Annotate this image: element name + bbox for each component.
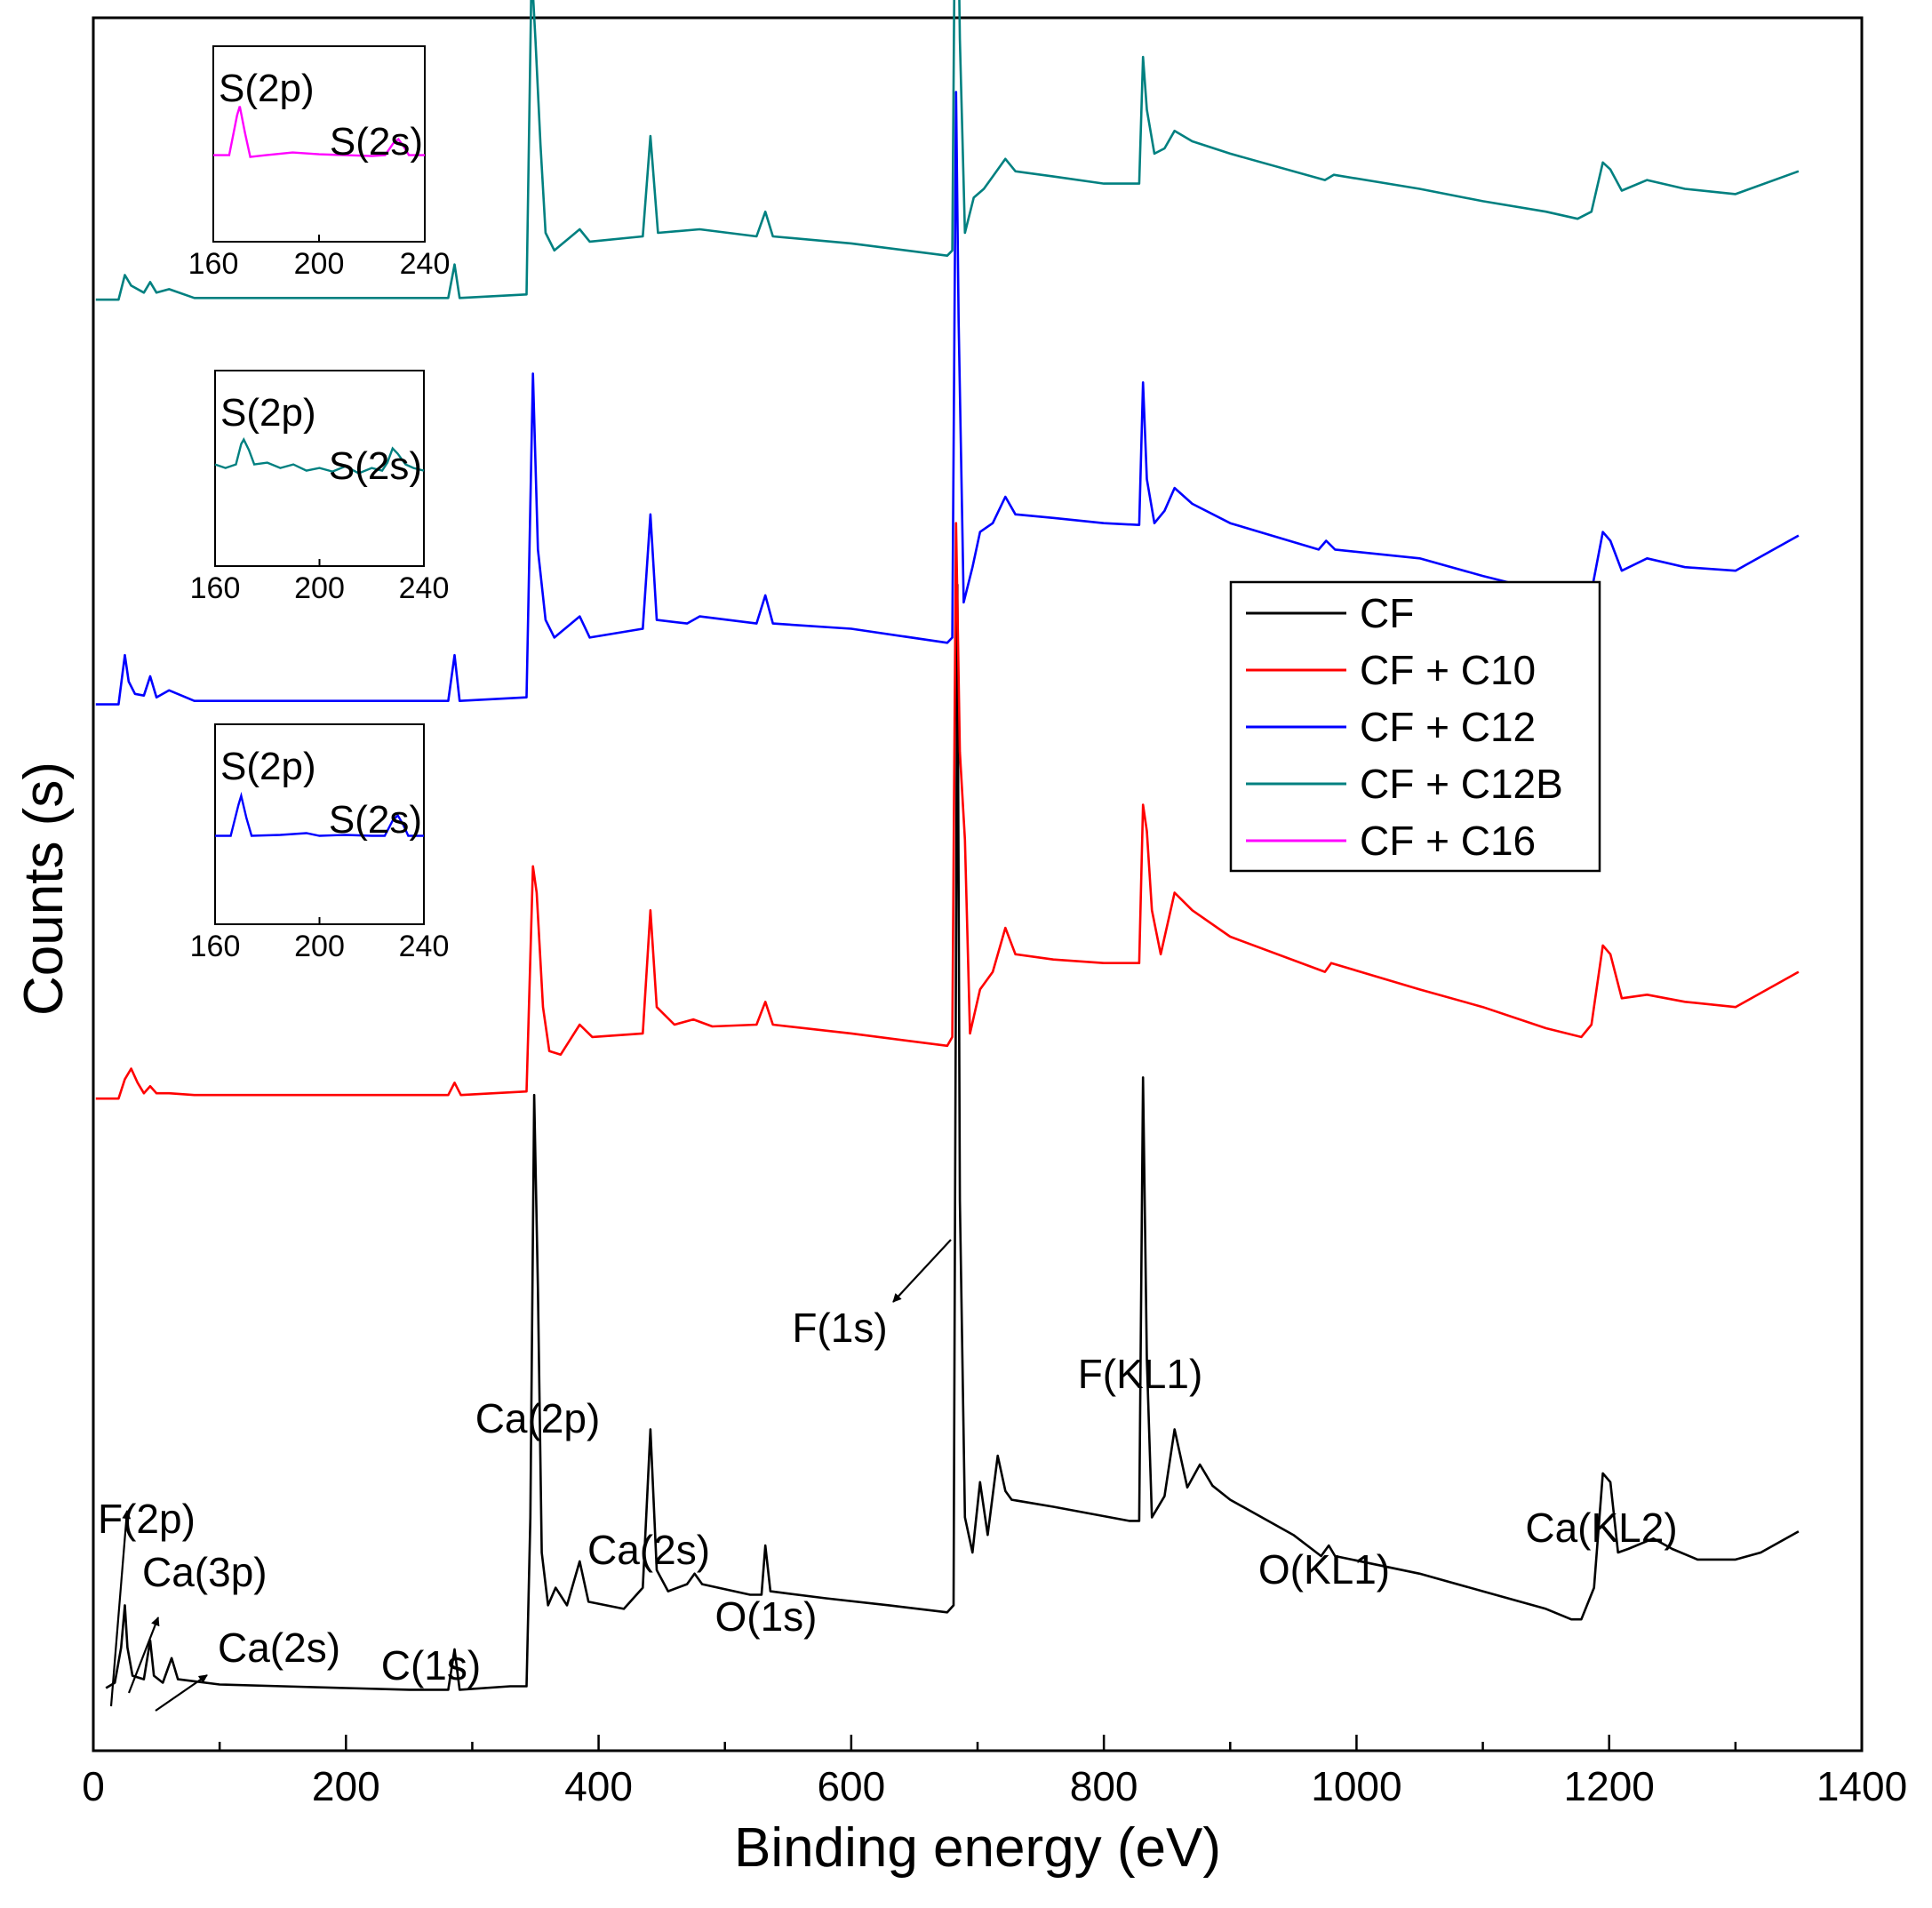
inset-label-s2s: S(2s) [330, 120, 423, 164]
peak-label: F(1s) [792, 1305, 887, 1351]
inset-tick-label: 160 [190, 571, 241, 605]
inset-tick-label: 200 [294, 571, 345, 605]
x-tick-label: 200 [312, 1763, 380, 1809]
x-tick-label: 400 [564, 1763, 633, 1809]
inset-tick-label: 240 [400, 247, 451, 281]
annotation-arrow [127, 1617, 160, 1694]
inset-tick-label: 200 [294, 930, 345, 963]
inset-label-s2p: S(2p) [220, 391, 316, 435]
series-line-cf-c12b [95, 0, 1800, 301]
inset-series-line [213, 106, 425, 158]
peak-label: Ca(3p) [142, 1549, 267, 1595]
peak-label: Ca(2s) [587, 1527, 710, 1573]
legend-label: CF + C10 [1360, 647, 1536, 693]
legend-label: CF [1360, 590, 1414, 636]
x-tick-label: 1400 [1816, 1763, 1907, 1809]
x-axis-ticks: 0 200 400 600 800 1000 1200 1400 [82, 1735, 1907, 1809]
annotation-arrow [155, 1674, 208, 1712]
x-tick-label: 1000 [1311, 1763, 1401, 1809]
inset-tick-label: 240 [399, 930, 450, 963]
legend: CF CF + C10 CF + C12 CF + C12B CF + C16 [1229, 580, 1601, 873]
inset-frame [212, 45, 426, 243]
peak-label: O(1s) [715, 1593, 818, 1640]
legend-label: CF + C16 [1360, 818, 1536, 864]
plot-area: 0 200 400 600 800 1000 1200 1400 F(2p) Ca(3p) Ca(… [82, 0, 1907, 1809]
inset-tick-label: 200 [294, 247, 345, 281]
inset-series-line [214, 437, 425, 475]
peak-label: Ca(2p) [475, 1395, 601, 1441]
peak-label: F(KL1) [1078, 1351, 1203, 1397]
inset-tick-label: 240 [399, 571, 450, 605]
series-line-cf-c12 [95, 91, 1800, 706]
x-tick-label: 600 [817, 1763, 885, 1809]
annotation-arrow [109, 1510, 132, 1707]
peak-label: Ca(KL2) [1525, 1505, 1677, 1551]
x-tick-label: 1200 [1564, 1763, 1655, 1809]
peak-label: O(KL1) [1258, 1546, 1390, 1593]
inset-label-s2s: S(2s) [329, 798, 422, 842]
inset-series-line [215, 791, 424, 837]
peak-label: F(2p) [98, 1496, 196, 1542]
series-layer [95, 0, 1800, 1691]
inset-plot: 160 200 240 S(2p) S(2s) [190, 723, 450, 963]
inset-tick-label: 160 [190, 930, 241, 963]
legend-label: CF + C12 [1360, 704, 1536, 750]
peak-label: C(1s) [381, 1642, 481, 1688]
legend-label: CF + C12B [1360, 761, 1563, 807]
x-tick-label: 800 [1070, 1763, 1138, 1809]
x-axis-title: Binding energy (eV) [734, 1817, 1221, 1879]
inset-label-s2s: S(2s) [329, 444, 422, 488]
inset-frame [214, 723, 425, 925]
peak-label: Ca(2s) [218, 1625, 340, 1671]
inset-plot: 160 200 240 S(2p) S(2s) [190, 370, 450, 605]
y-axis-title: Counts (s) [13, 762, 75, 1016]
series-line-cf [105, 583, 1800, 1691]
inset-tick-label: 160 [188, 247, 239, 281]
x-tick-label: 0 [82, 1763, 105, 1809]
series-line-cf-c10 [95, 522, 1800, 1100]
inset-label-s2p: S(2p) [220, 745, 316, 788]
inset-label-s2p: S(2p) [219, 67, 315, 110]
inset-plot: 160 200 240 S(2p) S(2s) [188, 45, 451, 281]
annotation-arrow [892, 1239, 952, 1303]
annotation-layer: F(2p)Ca(3p)Ca(2s) C(1s)Ca(2p)Ca(2s)O(1s)F… [98, 1239, 1678, 1712]
